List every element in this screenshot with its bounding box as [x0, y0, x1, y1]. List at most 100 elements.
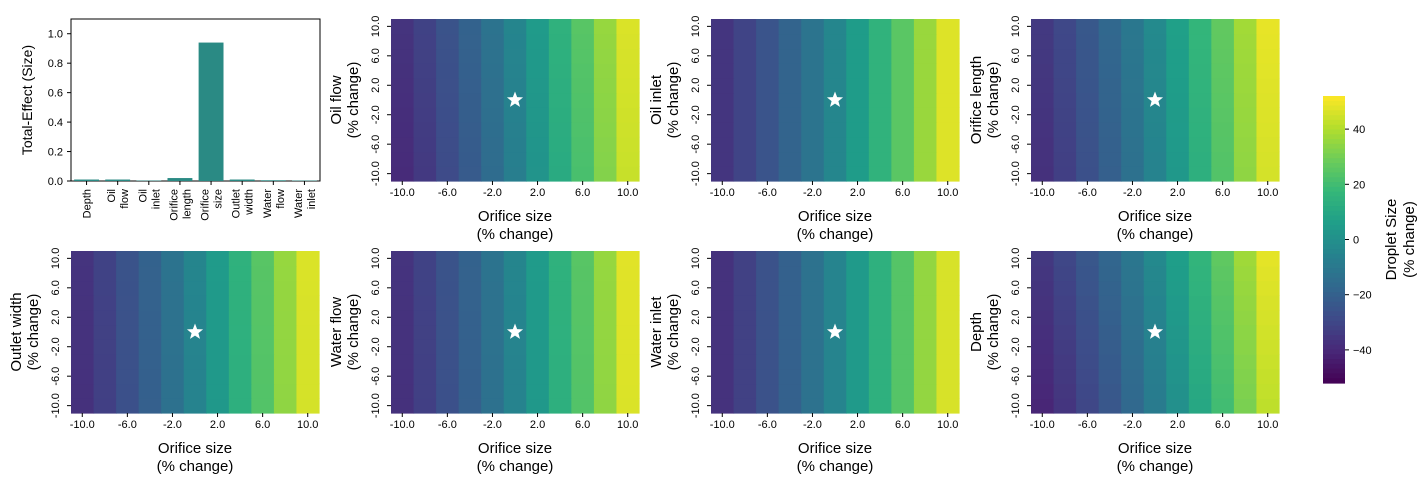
heatmap-cell	[436, 77, 460, 94]
heatmap-cell	[413, 309, 437, 326]
heatmap-cell	[413, 280, 437, 296]
heatmap-cell	[413, 265, 437, 282]
heatmap-cell	[891, 166, 915, 182]
heatmap-cell	[593, 309, 618, 326]
heatmap-cell	[616, 48, 640, 64]
heatmap-cell	[936, 122, 960, 138]
heatmap-cell	[1166, 166, 1190, 182]
heatmap-cell	[913, 383, 938, 399]
heatmap-cell	[458, 107, 482, 123]
y-tick-label: -6.0	[1010, 367, 1022, 386]
heatmap-cell	[936, 92, 960, 108]
heatmap-cell	[571, 324, 595, 340]
heatmap-cell	[801, 251, 825, 267]
heatmap-cell	[161, 251, 185, 267]
heatmap-cell	[1233, 368, 1258, 385]
heatmap-cell	[1233, 107, 1258, 123]
heatmap-cell	[891, 151, 915, 167]
heatmap-cell	[116, 251, 140, 267]
heatmap-cell	[1121, 280, 1145, 296]
heatmap-cell	[1166, 398, 1190, 414]
heatmap-cell	[733, 122, 757, 138]
heatmap-cell	[251, 339, 275, 355]
heatmap-cell	[1166, 92, 1190, 108]
heatmap-cell	[801, 33, 825, 50]
heatmap-cell	[1031, 136, 1055, 153]
heatmap-cell	[868, 309, 892, 326]
heatmap-cell	[571, 354, 595, 370]
colorbar-segment	[1323, 268, 1345, 274]
heatmap-cell	[1233, 339, 1258, 355]
heatmap-cell	[548, 92, 572, 108]
heatmap-cell	[1256, 77, 1280, 94]
heatmap-cell	[161, 309, 185, 326]
y-tick-label: -10.0	[690, 393, 702, 418]
heatmap-cell	[138, 324, 162, 340]
heatmap-cell	[593, 383, 618, 399]
star-marker	[826, 91, 844, 107]
heatmap-cell	[801, 136, 825, 153]
heatmap-cell	[1098, 77, 1122, 94]
x-tick-label: 6.0	[575, 187, 590, 199]
heatmap-cell	[778, 122, 802, 138]
colorbar-segment	[1323, 201, 1345, 207]
heatmap-cell	[161, 354, 185, 370]
heatmap-cell	[138, 309, 162, 326]
y-tick-label: 10.0	[1010, 248, 1022, 269]
heatmap-cell	[548, 324, 572, 340]
heatmap-cell	[616, 92, 640, 108]
heatmap-cell	[593, 107, 618, 123]
heatmap-cell	[1211, 295, 1235, 311]
heatmap-cell	[1188, 265, 1212, 282]
heatmap-cell	[391, 339, 415, 355]
heatmap-cell	[1031, 251, 1055, 267]
heatmap-cell	[183, 339, 207, 355]
x-axis-label: Orifice size	[1118, 208, 1192, 225]
heatmap-cell	[1031, 383, 1055, 399]
y-axis-label: Oil inlet	[648, 74, 665, 125]
heatmap-cell	[778, 265, 802, 282]
heatmap-cell	[228, 295, 252, 311]
x-tick-label: -10.0	[1030, 187, 1055, 199]
heatmap-cell	[413, 136, 437, 153]
heatmap-cell	[1121, 19, 1145, 35]
heatmap-panel: -10.0 -6.0 -2.0 2.0 6.0 10.0 -10.0 -6.0 -2.0 2.0 6…	[8, 248, 320, 475]
heatmap-cell	[616, 324, 640, 340]
heatmap-cell	[116, 368, 140, 385]
heatmap-cell	[503, 251, 527, 267]
heatmap-cell	[571, 339, 595, 355]
heatmap-cell	[733, 265, 757, 282]
heatmap-cell	[503, 77, 527, 94]
heatmap-cell	[733, 19, 757, 35]
heatmap-cell	[481, 151, 505, 167]
heatmap-cell	[1256, 368, 1280, 385]
heatmap-cell	[503, 339, 527, 355]
heatmap-cell	[481, 33, 505, 50]
heatmap-cell	[1053, 63, 1077, 79]
heatmap-cell	[116, 309, 140, 326]
heatmap-cell	[801, 339, 825, 355]
heatmap-cell	[801, 48, 825, 64]
heatmap-cell	[548, 122, 572, 138]
heatmap-cell	[71, 398, 95, 414]
heatmap-cell	[413, 33, 437, 50]
colorbar-segment	[1323, 339, 1345, 346]
heatmap-cell	[391, 107, 415, 123]
heatmap-cell	[1256, 398, 1280, 414]
heatmap-cell	[711, 265, 735, 282]
heatmap-cell	[1076, 324, 1100, 340]
heatmap-cell	[801, 19, 825, 35]
heatmap-cell	[436, 19, 460, 35]
heatmap-cell	[711, 339, 735, 355]
heatmap-cell	[913, 265, 938, 282]
heatmap-cell	[1031, 122, 1055, 138]
heatmap-cell	[823, 251, 847, 267]
x-tick-label: flow	[119, 189, 131, 209]
heatmap-cell	[93, 280, 117, 296]
heatmap-cell	[733, 324, 757, 340]
heatmap-cell	[593, 324, 618, 340]
colorbar-tick-label: −20	[1353, 290, 1372, 302]
heatmap-cell	[251, 383, 275, 399]
heatmap-cell	[1031, 309, 1055, 326]
heatmap-cell	[548, 251, 572, 267]
